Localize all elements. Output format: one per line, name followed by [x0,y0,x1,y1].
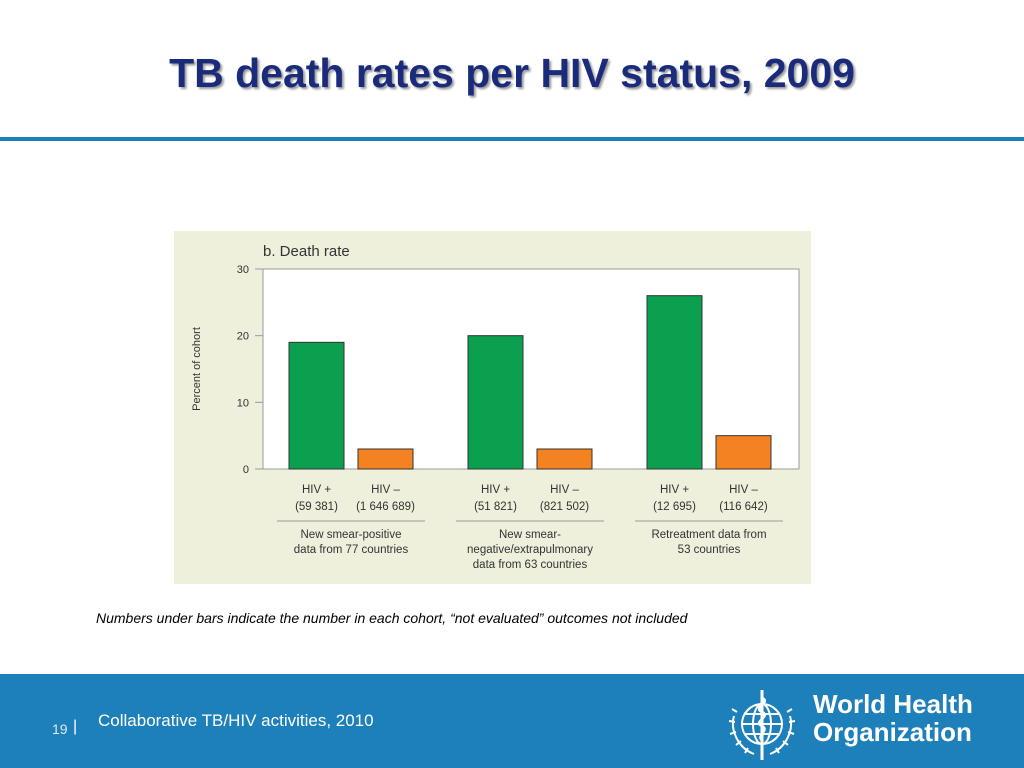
who-logo-line2: Organization [813,717,972,747]
bar [288,341,345,470]
bar [646,295,703,470]
plot-area [262,268,800,470]
who-emblem-icon [728,690,796,760]
x-tick-label: HIV – [371,484,400,496]
y-tick-label: 20 [237,331,249,343]
x-tick-label: HIV – [729,484,758,496]
cohort-label: (12 695) [653,501,696,513]
slide-title: TB death rates per HIV status, 2009 [169,50,855,96]
group-caption: New smear- [499,529,561,541]
who-logo-line1: World Health [813,689,973,719]
page-number: 19 [52,721,68,737]
bar-chart: b. Death rate 0 10 20 30 Percent of cohort HIV… [191,243,800,571]
chart-panel: b. Death rate 0 10 20 30 Percent of cohort HIV… [174,231,811,584]
bar [467,335,524,470]
x-tick-label: HIV + [481,484,510,496]
bar [715,435,772,470]
group-caption: data from 63 countries [473,559,588,571]
title-divider [0,137,1024,141]
cohort-label: (59 381) [295,501,338,513]
bar [357,448,414,470]
footer-separator: | [73,718,78,735]
cohort-label: (1 646 689) [356,501,415,513]
group-caption: Retreatment data from [651,529,766,541]
group-caption: negative/extrapulmonary [467,544,593,556]
cohort-label: (51 821) [474,501,517,513]
cohort-label: (116 642) [719,501,768,513]
who-logo-text: World Health Organization [813,690,973,746]
group-caption: data from 77 countries [294,544,409,556]
cohort-label: (821 502) [540,501,589,513]
y-axis-label: Percent of cohort [191,327,203,411]
bar [536,448,593,470]
chart-title: b. Death rate [263,243,350,260]
x-tick-label: HIV – [550,484,579,496]
y-tick-label: 0 [243,464,249,476]
x-tick-label: HIV + [302,484,331,496]
footer-caption: Collaborative TB/HIV activities, 2010 [98,711,374,730]
footer-bar: 19 | Collaborative TB/HIV activities, 20… [0,674,1024,768]
x-tick-label: HIV + [660,484,689,496]
y-tick-label: 30 [237,264,249,276]
y-tick-label: 10 [237,397,249,409]
chart-footnote: Numbers under bars indicate the number i… [96,610,688,626]
group-caption: New smear-positive [301,529,402,541]
group-caption: 53 countries [678,544,741,556]
